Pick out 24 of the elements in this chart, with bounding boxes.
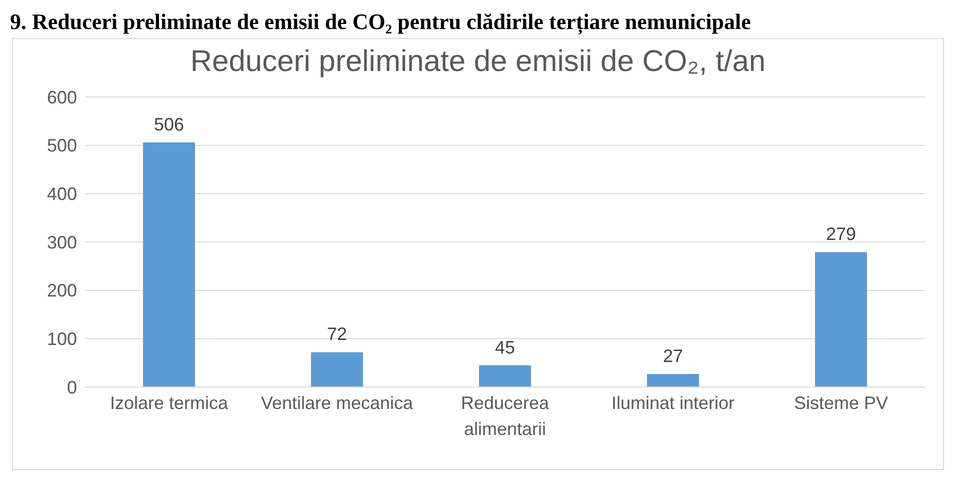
bar [647, 374, 699, 387]
bar [815, 252, 867, 387]
x-tick-label: Sisteme PV [794, 393, 888, 413]
y-tick-label: 200 [46, 280, 77, 301]
y-tick-label: 300 [46, 232, 77, 252]
data-label: 45 [494, 337, 516, 358]
y-tick-label: 600 [46, 87, 77, 108]
y-tick-label: 400 [46, 184, 77, 204]
x-tick-label: Ventilare mecanica [260, 393, 414, 413]
data-label: 27 [662, 346, 684, 366]
text: 9. Reduceri preliminate de emisii de CO₂ pentru clădirile terțiare nemunicipale [10, 8, 751, 36]
y-tick-label: 0 [66, 377, 77, 398]
chart-title: Reduceri preliminate de emisii de CO₂, t/an [189, 45, 767, 79]
x-tick-label: Izolare termica [110, 393, 230, 413]
data-label: 279 [826, 224, 856, 244]
y-tick-label: 100 [46, 329, 77, 350]
data-label: 72 [326, 324, 348, 344]
bar [479, 365, 531, 387]
bar [143, 142, 195, 387]
y-tick-label: 500 [46, 136, 77, 156]
x-tick-label: Iluminat interior [611, 393, 735, 413]
x-tick-label: Reducerea alimentarii [460, 393, 550, 439]
bar [311, 352, 363, 387]
data-label: 506 [154, 114, 184, 134]
